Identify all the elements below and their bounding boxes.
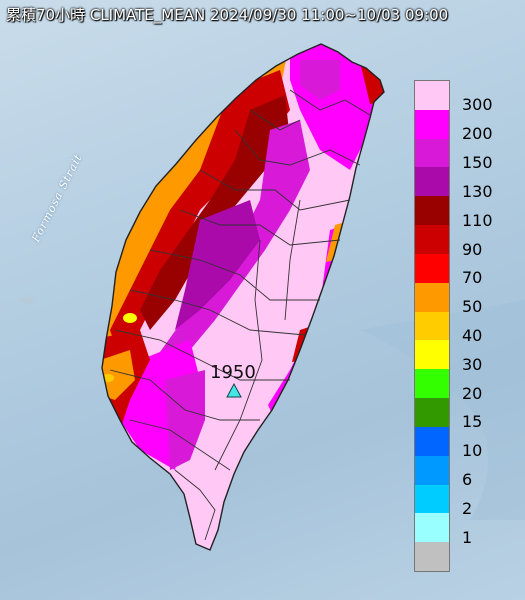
legend-swatch — [415, 138, 449, 168]
legend-swatch — [415, 513, 449, 543]
legend-swatch — [415, 311, 449, 341]
legend-label: 10 — [462, 441, 483, 461]
legend-swatch — [415, 196, 449, 226]
legend-swatch — [415, 398, 449, 428]
legend-swatch — [415, 369, 449, 399]
legend-swatch — [415, 225, 449, 255]
island-outline — [101, 43, 385, 551]
legend-swatch — [415, 253, 449, 284]
legend-label: 70 — [462, 268, 483, 288]
legend-label: 2 — [462, 498, 473, 518]
legend-label: 6 — [462, 470, 473, 490]
legend-label: 50 — [462, 297, 483, 317]
sea-relief — [360, 300, 525, 520]
legend-label: 130 — [462, 181, 493, 201]
legend-label: 300 — [462, 95, 493, 115]
legend-label: 90 — [462, 239, 483, 259]
legend-swatch — [415, 109, 449, 140]
station-value: 1950 — [210, 362, 256, 383]
station-triangle-icon — [226, 382, 242, 398]
legend-swatch — [415, 282, 449, 313]
legend-label: 150 — [462, 153, 493, 173]
legend-label: 15 — [462, 412, 483, 432]
legend-label: 110 — [462, 210, 493, 230]
legend-swatch — [415, 426, 449, 457]
legend-swatch — [415, 167, 449, 197]
map-title: 累積70小時 CLIMATE_MEAN 2024/09/30 11:00~10/… — [6, 6, 449, 24]
outer-island-outline — [20, 297, 34, 304]
legend-label: 1 — [462, 527, 473, 547]
rainfall-fill — [102, 44, 384, 550]
legend-label: 30 — [462, 354, 483, 374]
legend-swatch — [415, 542, 449, 572]
legend-swatch — [415, 340, 449, 370]
legend-swatch — [415, 81, 449, 111]
legend-label: 200 — [462, 124, 493, 144]
county-boundaries — [109, 89, 371, 541]
legend-color-bar — [414, 80, 450, 572]
legend-label: 20 — [462, 383, 483, 403]
legend-label: 40 — [462, 326, 483, 345]
legend-swatch — [415, 484, 449, 514]
legend-swatch — [415, 455, 449, 486]
